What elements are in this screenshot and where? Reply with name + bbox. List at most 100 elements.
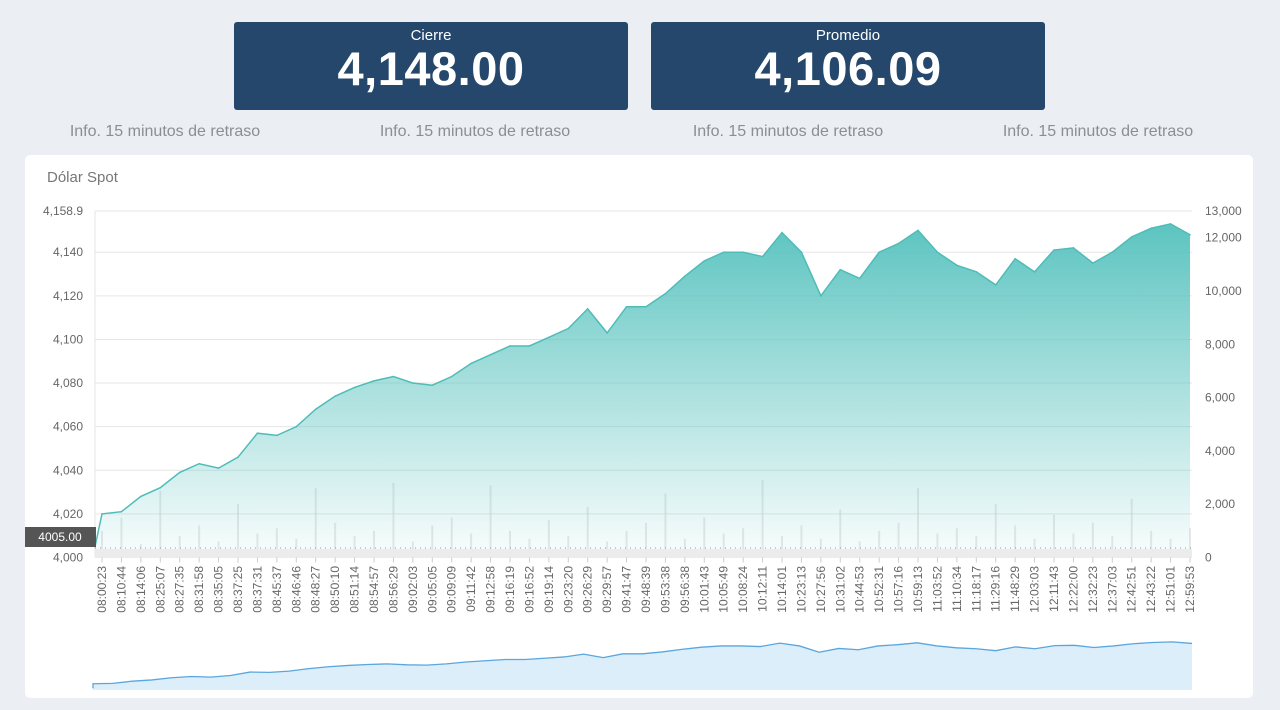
price-point [1111, 251, 1114, 254]
promedio-value: 4,106.09 [754, 42, 942, 95]
price-point [645, 305, 647, 308]
x-tick-label: 10:01:43 [697, 566, 711, 613]
x-tick-label: 11:48:29 [1008, 566, 1022, 612]
price-point [353, 386, 356, 389]
x-tick-label: 10:14:01 [775, 566, 789, 613]
navigator-area [93, 641, 1192, 690]
price-point [276, 434, 278, 437]
x-tick-label: 08:37:25 [231, 566, 245, 613]
promedio-card: Promedio 4,106.09 [651, 22, 1045, 110]
price-point [781, 231, 783, 234]
y-left-tick-label: 4,080 [53, 376, 83, 390]
y-right-tick-label: 12,000 [1205, 231, 1242, 245]
y-right-tick-label: 13,000 [1205, 204, 1242, 218]
x-tick-label: 09:29:57 [600, 566, 614, 613]
price-point [994, 284, 997, 286]
price-point [897, 242, 900, 245]
x-tick-label: 10:44:53 [853, 566, 867, 613]
x-tick-label: 09:11:42 [464, 566, 478, 612]
x-tick-label: 09:53:38 [658, 566, 672, 613]
price-point [431, 384, 434, 387]
x-tick-label: 09:56:38 [678, 566, 692, 613]
price-point [295, 425, 298, 428]
y-right-tick-label: 4,000 [1205, 444, 1235, 458]
navigator-line [92, 641, 1193, 689]
price-point [684, 275, 686, 278]
x-tick-label: 12:22:00 [1066, 566, 1080, 613]
price-point [1092, 262, 1094, 264]
promedio-label: Promedio [815, 27, 881, 44]
x-tick-label: 10:57:16 [892, 566, 906, 613]
price-point [509, 345, 511, 347]
x-tick-label: 12:03:03 [1028, 566, 1042, 613]
price-area [95, 223, 1190, 558]
x-tick-label: 11:03:52 [930, 566, 944, 612]
start-tag-bg [25, 527, 96, 547]
price-point [625, 305, 628, 308]
price-point [761, 255, 764, 258]
x-tick-label: 08:46:46 [289, 566, 303, 613]
price-point [159, 486, 162, 489]
price-point [1189, 233, 1191, 236]
price-point [489, 353, 492, 356]
price-point [606, 332, 608, 334]
x-tick-label: 11:29:16 [989, 566, 1003, 612]
price-point [140, 495, 142, 498]
x-tick-label: 10:23:13 [794, 566, 808, 613]
price-point [314, 408, 317, 411]
price-point [392, 375, 395, 378]
x-tick-label: 09:16:52 [522, 566, 536, 613]
price-point [742, 251, 744, 254]
x-tick-label: 08:27:35 [173, 566, 187, 613]
y-right-tick-label: 6,000 [1205, 391, 1235, 405]
price-point [548, 336, 550, 339]
x-tick-label: 12:11:43 [1047, 566, 1061, 612]
x-tick-label: 12:42:51 [1125, 566, 1139, 613]
price-point [820, 295, 822, 297]
x-tick-label: 08:48:27 [309, 566, 323, 613]
y-left-tick-label: 4,000 [53, 551, 83, 565]
price-point [858, 277, 861, 280]
delay-note: Info. 15 minutos de retraso [1002, 123, 1194, 140]
y-left-tick-label: 4,020 [53, 507, 83, 521]
price-point [450, 375, 453, 378]
x-tick-label: 11:10:34 [950, 566, 964, 612]
x-tick-label: 10:12:11 [756, 566, 770, 612]
price-point [334, 395, 336, 397]
x-tick-label: 10:05:49 [717, 566, 731, 613]
price-point [120, 510, 123, 513]
cierre-value: 4,148.00 [337, 42, 525, 95]
x-tick-label: 08:00:23 [95, 566, 109, 613]
cierre-label: Cierre [410, 27, 452, 44]
x-tick-label: 10:52:31 [872, 566, 886, 613]
y-left-tick-label: 4,060 [53, 420, 83, 434]
x-tick-label: 10:59:13 [911, 566, 925, 613]
price-point [1169, 223, 1172, 225]
price-point [1150, 227, 1152, 230]
x-tick-label: 10:27:56 [814, 566, 828, 613]
delay-note: Info. 15 minutos de retraso [692, 123, 884, 140]
price-point [936, 251, 939, 254]
x-tick-label: 09:23:20 [561, 566, 575, 613]
price-point [528, 345, 531, 347]
x-tick-label: 09:16:19 [503, 566, 517, 613]
price-line [94, 223, 1191, 547]
price-point [198, 462, 200, 465]
x-tick-label: 09:05:05 [425, 566, 439, 613]
y-left-tick-label: 4,158.9 [43, 204, 83, 218]
price-point [1033, 271, 1036, 273]
x-tick-label: 08:37:31 [250, 566, 264, 613]
y-left-tick-label: 4,140 [53, 245, 83, 259]
x-tick-label: 08:54:57 [367, 566, 381, 613]
x-tick-label: 11:18:17 [969, 566, 983, 612]
x-tick-label: 08:56:29 [386, 566, 400, 613]
price-point [975, 271, 978, 273]
price-point [1130, 236, 1133, 238]
price-point [237, 456, 239, 458]
x-tick-label: 09:19:14 [542, 566, 556, 613]
x-tick-label: 12:51:01 [1164, 566, 1178, 613]
axis-band [95, 549, 1192, 558]
y-right-tick-label: 2,000 [1205, 497, 1235, 511]
delay-note: Info. 15 minutos de retraso [379, 123, 571, 140]
